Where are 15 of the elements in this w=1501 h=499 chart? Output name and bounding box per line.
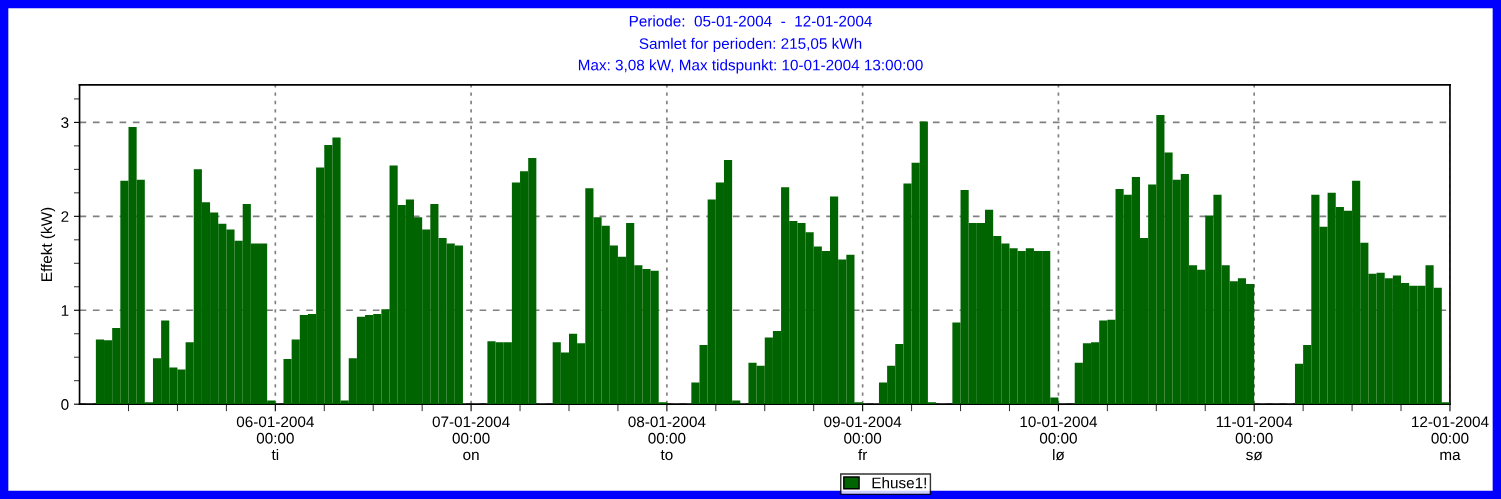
- y-axis-title: Effekt (kW): [40, 207, 56, 281]
- x-tick-label: 12-01-2004 00:00 ma: [1412, 416, 1489, 461]
- x-tick-label: 06-01-2004 00:00 ti: [236, 416, 314, 461]
- x-tick-label: 07-01-2004 00:00 on: [432, 416, 510, 461]
- legend-label: Ehuse1!: [872, 477, 926, 489]
- chart-subtitle: Samlet for perioden: 215,05 kWh Max: 3,08 kW, Max tidspunkt: 10-01-2004 13:00:00: [578, 37, 923, 74]
- y-tick-label: 0: [61, 399, 69, 410]
- y-tick-label: 2: [61, 211, 69, 222]
- x-tick-label: 10-01-2004 00:00 lø: [1020, 416, 1098, 461]
- y-tick-label: 3: [61, 117, 69, 129]
- y-tick-label: 1: [61, 305, 69, 316]
- x-tick-label: 11-01-2004 00:00 sø: [1216, 416, 1293, 461]
- x-tick-label: 09-01-2004 00:00 fr: [824, 416, 902, 460]
- chart-title: Periode: 05-01-2004 - 12-01-2004: [629, 15, 872, 27]
- x-tick-label: 08-01-2004 00:00 to: [628, 416, 706, 461]
